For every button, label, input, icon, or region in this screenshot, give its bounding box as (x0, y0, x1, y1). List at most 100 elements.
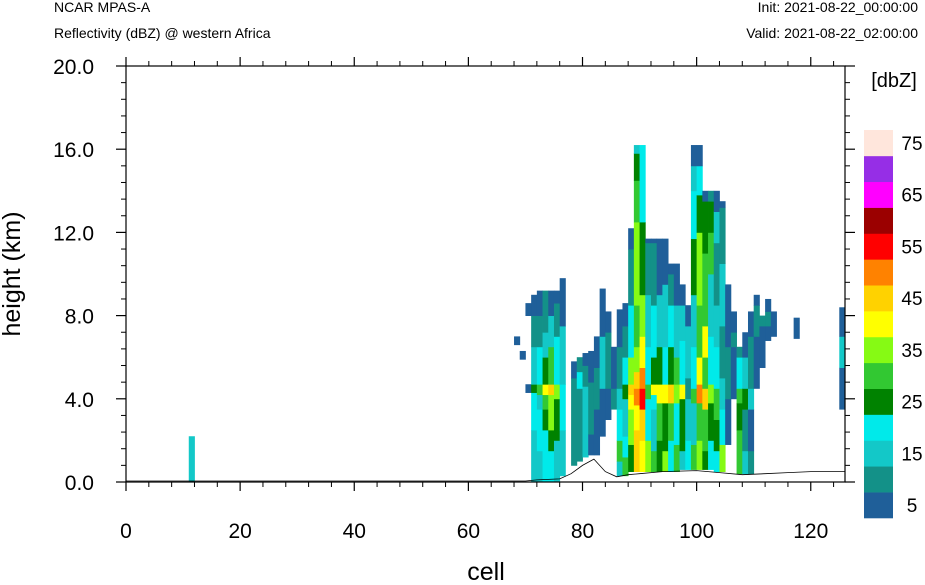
reflectivity-cell (759, 326, 766, 368)
reflectivity-cell (753, 294, 760, 306)
reflectivity-cell (690, 238, 698, 296)
reflectivity-cell (553, 384, 561, 400)
reflectivity-cell (673, 305, 680, 358)
reflectivity-cell (765, 326, 772, 341)
reflectivity-cell (668, 305, 675, 348)
reflectivity-cell (645, 346, 652, 385)
reflectivity-cell (639, 440, 646, 472)
reflectivity-cell (696, 145, 703, 167)
reflectivity-cell (690, 294, 698, 348)
reflectivity-cell (525, 303, 532, 316)
reflectivity-cell (696, 440, 703, 470)
reflectivity-cell (679, 284, 686, 306)
reflectivity-cell (559, 278, 566, 327)
reflectivity-cell (593, 336, 601, 368)
reflectivity-cell (725, 284, 732, 348)
colorbar-swatch (864, 130, 893, 157)
reflectivity-cell (542, 394, 549, 410)
reflectivity-cell (708, 336, 715, 385)
reflectivity-cell (713, 419, 720, 452)
init-time-label: Init: 2021-08-22_00:00:00 (758, 0, 919, 15)
reflectivity-cell (650, 238, 658, 244)
reflectivity-cell (736, 430, 743, 475)
colorbar-swatch (864, 466, 893, 493)
reflectivity-cell (662, 384, 669, 404)
reflectivity-cell (645, 294, 652, 348)
reflectivity-cell (633, 346, 640, 373)
reflectivity-cell (536, 384, 543, 396)
reflectivity-cell (633, 388, 640, 406)
reflectivity-cell (548, 315, 555, 348)
y-tick-label: 0.0 (65, 472, 94, 495)
reflectivity-cell (628, 394, 635, 410)
colorbar-swatch (864, 155, 893, 183)
reflectivity-cell (719, 326, 726, 379)
reflectivity-cell (668, 384, 675, 404)
reflectivity-cell (839, 336, 846, 368)
reflectivity-cell (542, 332, 549, 358)
reflectivity-cell (696, 357, 703, 385)
reflectivity-cell (645, 238, 652, 244)
reflectivity-cell (645, 398, 652, 441)
reflectivity-cell (599, 288, 606, 337)
reflectivity-cells (188, 145, 846, 483)
reflectivity-cell (690, 444, 698, 470)
reflectivity-cell (531, 346, 538, 385)
reflectivity-cell (605, 311, 612, 333)
reflectivity-cell (702, 388, 709, 410)
reflectivity-cell (708, 190, 715, 202)
reflectivity-cell (730, 332, 737, 348)
reflectivity-cell (685, 378, 692, 400)
colorbar-swatch (864, 311, 893, 338)
reflectivity-cell (742, 388, 749, 410)
reflectivity-cell (668, 263, 675, 275)
reflectivity-cell (633, 371, 640, 389)
colorbar-label: 25 (901, 393, 922, 414)
reflectivity-cell (616, 309, 623, 348)
reflectivity-cell (639, 388, 646, 410)
reflectivity-cell (696, 232, 703, 306)
chart-title: NCAR MPAS-A (54, 0, 151, 15)
reflectivity-cell (548, 394, 555, 431)
reflectivity-cell (656, 294, 663, 348)
reflectivity-cell (747, 388, 755, 410)
colorbar-label: 65 (901, 186, 922, 207)
reflectivity-cell (611, 388, 618, 410)
reflectivity-cell (616, 440, 623, 462)
terrain-line (126, 458, 845, 482)
reflectivity-cell (588, 434, 595, 456)
reflectivity-cell (548, 430, 555, 452)
reflectivity-cell (639, 294, 646, 337)
reflectivity-cell (708, 402, 715, 441)
reflectivity-cell (759, 315, 766, 327)
reflectivity-cell (656, 440, 663, 472)
y-tick-label: 12.0 (53, 222, 94, 245)
reflectivity-cell (628, 305, 635, 358)
reflectivity-cell (702, 450, 709, 470)
reflectivity-cell (588, 382, 595, 435)
reflectivity-cell (690, 190, 698, 240)
reflectivity-cell (514, 336, 521, 346)
reflectivity-cell (622, 303, 629, 327)
reflectivity-cell (679, 340, 686, 385)
reflectivity-cell (673, 384, 680, 404)
reflectivity-cell (599, 388, 606, 437)
colorbar-swatch (864, 492, 893, 519)
colorbar-label: 45 (901, 289, 922, 310)
colorbar-swatch (864, 181, 893, 208)
reflectivity-cell (639, 367, 646, 389)
reflectivity-cell (650, 242, 658, 306)
y-tick-label: 8.0 (65, 306, 94, 329)
y-axis-label: height (km) (0, 211, 26, 336)
reflectivity-cell (765, 311, 772, 327)
reflectivity-cell (679, 398, 686, 452)
reflectivity-cell (736, 357, 743, 389)
reflectivity-cell (645, 440, 652, 472)
reflectivity-cell (645, 242, 652, 296)
reflectivity-cell (531, 315, 538, 348)
x-tick-label: 40 (343, 520, 366, 543)
reflectivity-cell (548, 290, 555, 316)
colorbar-title: [dbZ] (871, 70, 917, 92)
